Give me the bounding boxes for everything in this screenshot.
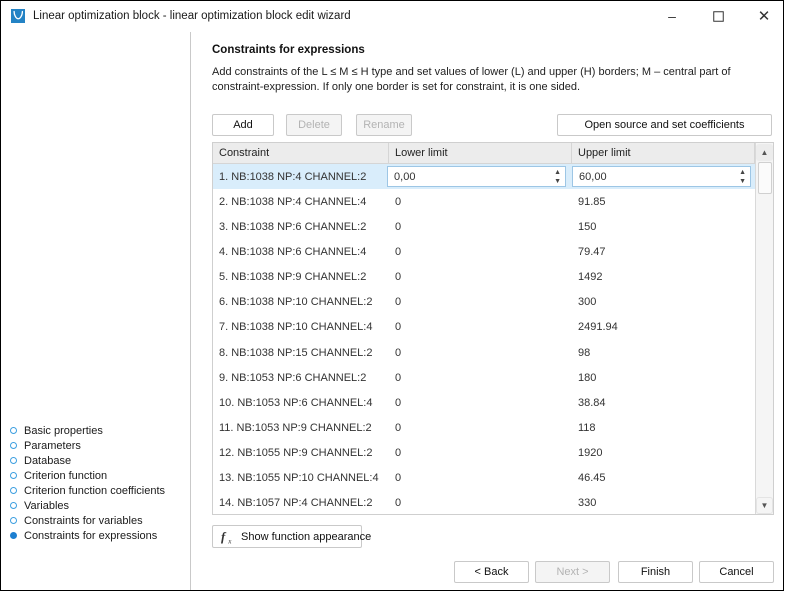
svg-text:f: f [221, 530, 227, 544]
svg-text:x: x [227, 537, 232, 545]
